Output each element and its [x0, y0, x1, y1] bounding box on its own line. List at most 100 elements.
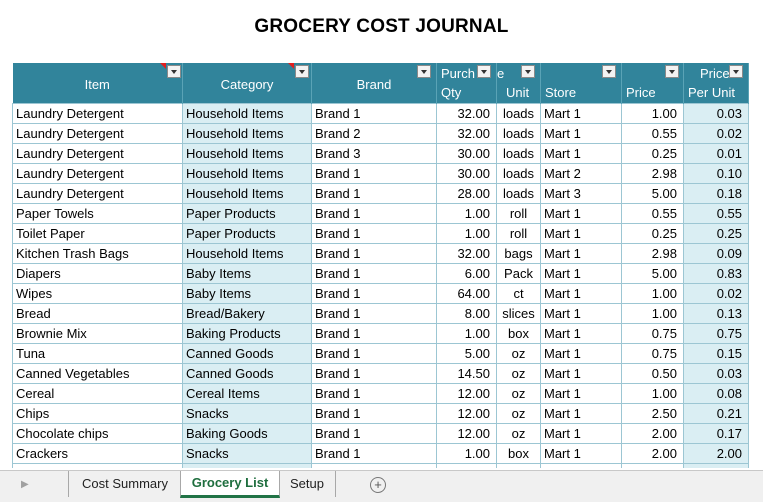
row-brand-cell[interactable]: Brand 1: [311, 223, 437, 244]
row-category-cell[interactable]: Household Items: [182, 143, 312, 164]
row-item-cell[interactable]: Laundry Detergent: [12, 163, 183, 184]
row-category-cell[interactable]: Baking Products: [182, 323, 312, 344]
row-qty-cell[interactable]: 12.00: [436, 383, 497, 404]
row-store-cell[interactable]: Mart 2: [540, 163, 622, 184]
row-qty-cell[interactable]: 28.00: [436, 183, 497, 204]
row-price-per-unit-cell[interactable]: 0.09: [683, 243, 749, 264]
row-price-cell[interactable]: 5.00: [621, 183, 684, 204]
row-brand-cell[interactable]: Brand 1: [311, 463, 437, 468]
row-brand-cell[interactable]: Brand 1: [311, 283, 437, 304]
row-item-cell[interactable]: Paper Towels: [12, 203, 183, 224]
filter-dropdown-icon[interactable]: [477, 65, 491, 78]
row-unit-cell[interactable]: bags: [496, 243, 541, 264]
row-price-cell[interactable]: 1.00: [621, 383, 684, 404]
row-item-cell[interactable]: Toilet Paper: [12, 223, 183, 244]
row-brand-cell[interactable]: Brand 1: [311, 243, 437, 264]
row-price-cell[interactable]: 5.00: [621, 263, 684, 284]
row-category-cell[interactable]: Baking Goods: [182, 423, 312, 444]
row-store-cell[interactable]: Mart 3: [540, 183, 622, 204]
row-brand-cell[interactable]: Brand 1: [311, 403, 437, 424]
row-qty-cell[interactable]: 64.00: [436, 283, 497, 304]
row-price-cell[interactable]: 2.50: [621, 403, 684, 424]
row-price-cell[interactable]: 0.50: [621, 363, 684, 384]
row-price-cell[interactable]: 1.00: [621, 103, 684, 124]
row-item-cell[interactable]: Chocolate chips: [12, 423, 183, 444]
row-store-cell[interactable]: Mart 1: [540, 343, 622, 364]
row-brand-cell[interactable]: Brand 1: [311, 303, 437, 324]
row-price-per-unit-cell[interactable]: 0.02: [683, 123, 749, 144]
row-price-cell[interactable]: 0.75: [621, 323, 684, 344]
tab-setup[interactable]: Setup: [279, 471, 336, 497]
row-brand-cell[interactable]: Brand 1: [311, 263, 437, 284]
row-qty-cell[interactable]: 1.00: [436, 323, 497, 344]
row-price-cell[interactable]: 0.55: [621, 123, 684, 144]
row-qty-cell[interactable]: 5.00: [436, 343, 497, 364]
scroll-left-icon[interactable]: ▶: [21, 479, 29, 490]
filter-dropdown-icon[interactable]: [729, 65, 743, 78]
row-item-cell[interactable]: Laundry Detergent: [12, 183, 183, 204]
row-price-cell[interactable]: 0.75: [621, 343, 684, 364]
row-qty-cell[interactable]: 14.50: [436, 363, 497, 384]
row-unit-cell[interactable]: loads: [496, 183, 541, 204]
row-item-cell[interactable]: Tuna: [12, 343, 183, 364]
row-category-cell[interactable]: Household Items: [182, 243, 312, 264]
row-price-per-unit-cell[interactable]: 0.75: [683, 323, 749, 344]
row-unit-cell[interactable]: loads: [496, 123, 541, 144]
row-qty-cell[interactable]: 8.00: [436, 303, 497, 324]
row-brand-cell[interactable]: Brand 2: [311, 123, 437, 144]
row-price-per-unit-cell[interactable]: 2.00: [683, 443, 749, 464]
row-qty-cell[interactable]: 32.00: [436, 243, 497, 264]
row-store-cell[interactable]: Mart 1: [540, 383, 622, 404]
row-category-cell[interactable]: Baby Items: [182, 283, 312, 304]
row-price-cell[interactable]: 1.00: [621, 303, 684, 324]
row-price-per-unit-cell[interactable]: 0.25: [683, 223, 749, 244]
row-category-cell[interactable]: Canned Goods: [182, 343, 312, 364]
row-unit-cell[interactable]: oz: [496, 363, 541, 384]
row-unit-cell[interactable]: loads: [496, 163, 541, 184]
row-brand-cell[interactable]: Brand 1: [311, 203, 437, 224]
row-price-per-unit-cell[interactable]: 0.02: [683, 283, 749, 304]
row-store-cell[interactable]: Mart 1: [540, 243, 622, 264]
row-item-cell[interactable]: Laundry Detergent: [12, 123, 183, 144]
row-qty-cell[interactable]: 32.00: [436, 103, 497, 124]
row-unit-cell[interactable]: lb: [496, 463, 541, 468]
row-price-cell[interactable]: 2.00: [621, 443, 684, 464]
filter-dropdown-icon[interactable]: [417, 65, 431, 78]
row-brand-cell[interactable]: Brand 1: [311, 383, 437, 404]
row-qty-cell[interactable]: 1.00: [436, 223, 497, 244]
filter-dropdown-icon[interactable]: [665, 65, 679, 78]
row-store-cell[interactable]: Mart 1: [540, 423, 622, 444]
row-store-cell[interactable]: Mart 1: [540, 443, 622, 464]
row-item-cell[interactable]: Chips: [12, 403, 183, 424]
row-store-cell[interactable]: Mart 1: [540, 103, 622, 124]
row-qty-cell[interactable]: 1.00: [436, 443, 497, 464]
tab-cost-summary[interactable]: Cost Summary: [68, 471, 181, 497]
row-brand-cell[interactable]: Brand 1: [311, 103, 437, 124]
tab-grocery-list[interactable]: Grocery List: [180, 471, 280, 498]
row-store-cell[interactable]: Mart 1: [540, 363, 622, 384]
row-category-cell[interactable]: Snacks: [182, 403, 312, 424]
row-qty-cell[interactable]: 12.00: [436, 403, 497, 424]
row-price-per-unit-cell[interactable]: 0.03: [683, 103, 749, 124]
row-price-per-unit-cell[interactable]: 0.55: [683, 203, 749, 224]
row-qty-cell[interactable]: 30.00: [436, 163, 497, 184]
filter-dropdown-icon[interactable]: [166, 65, 181, 78]
row-unit-cell[interactable]: roll: [496, 223, 541, 244]
row-item-cell[interactable]: Crackers: [12, 443, 183, 464]
row-item-cell[interactable]: Laundry Detergent: [12, 103, 183, 124]
row-price-per-unit-cell[interactable]: 0.15: [683, 343, 749, 364]
row-brand-cell[interactable]: Brand 1: [311, 423, 437, 444]
row-unit-cell[interactable]: oz: [496, 423, 541, 444]
row-unit-cell[interactable]: loads: [496, 103, 541, 124]
row-category-cell[interactable]: Snacks: [182, 443, 312, 464]
row-category-cell[interactable]: Paper Products: [182, 203, 312, 224]
row-store-cell[interactable]: Mart 1: [540, 283, 622, 304]
row-price-per-unit-cell[interactable]: 0.13: [683, 303, 749, 324]
row-price-cell[interactable]: 3.50: [621, 463, 684, 468]
row-brand-cell[interactable]: Brand 1: [311, 323, 437, 344]
row-qty-cell[interactable]: 30.00: [436, 143, 497, 164]
row-item-cell[interactable]: Brownie Mix: [12, 323, 183, 344]
row-price-cell[interactable]: 0.55: [621, 203, 684, 224]
row-price-per-unit-cell[interactable]: 0.18: [683, 183, 749, 204]
row-category-cell[interactable]: Canned Goods: [182, 363, 312, 384]
